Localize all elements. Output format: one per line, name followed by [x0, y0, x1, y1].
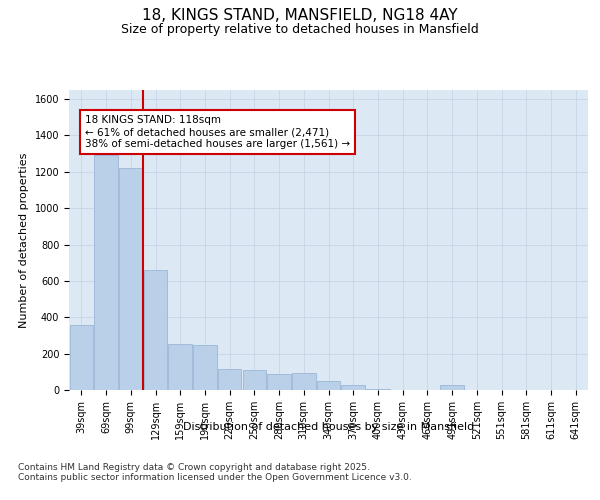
Bar [94, 156, 118, 390]
Bar [218, 369, 241, 390]
Bar [242, 370, 266, 390]
Text: Distribution of detached houses by size in Mansfield: Distribution of detached houses by size … [183, 422, 475, 432]
Bar [317, 381, 340, 390]
Y-axis label: Number of detached properties: Number of detached properties [19, 152, 29, 328]
Bar [268, 374, 291, 390]
Bar [292, 372, 316, 390]
Bar [366, 389, 389, 390]
Text: Size of property relative to detached houses in Mansfield: Size of property relative to detached ho… [121, 22, 479, 36]
Bar [193, 344, 217, 390]
Text: 18, KINGS STAND, MANSFIELD, NG18 4AY: 18, KINGS STAND, MANSFIELD, NG18 4AY [142, 8, 458, 22]
Bar [440, 386, 464, 390]
Bar [169, 344, 192, 390]
Text: Contains HM Land Registry data © Crown copyright and database right 2025.
Contai: Contains HM Land Registry data © Crown c… [18, 462, 412, 482]
Bar [119, 168, 143, 390]
Bar [341, 384, 365, 390]
Text: 18 KINGS STAND: 118sqm
← 61% of detached houses are smaller (2,471)
38% of semi-: 18 KINGS STAND: 118sqm ← 61% of detached… [85, 116, 350, 148]
Bar [144, 270, 167, 390]
Bar [70, 324, 93, 390]
